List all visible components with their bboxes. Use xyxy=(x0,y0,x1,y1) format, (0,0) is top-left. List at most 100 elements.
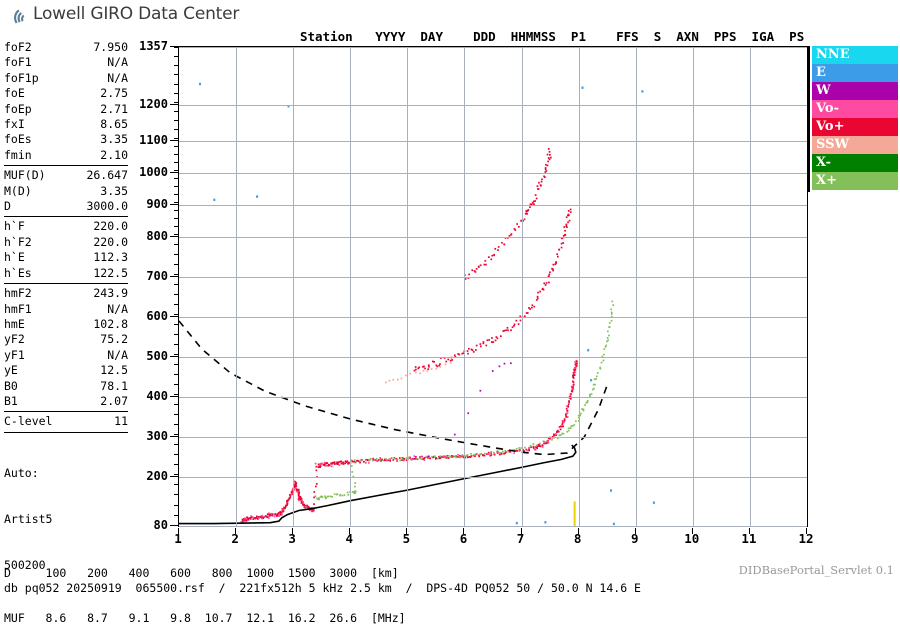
y-axis-minor-tick xyxy=(174,324,179,325)
y-axis-minor-tick xyxy=(174,504,179,506)
param-row: h`F2 220.0 xyxy=(4,235,128,250)
param-key: hmF2 xyxy=(4,286,32,301)
param-key: B1 xyxy=(4,393,18,408)
y-axis-tick xyxy=(170,140,179,141)
y-axis-tick xyxy=(170,316,179,317)
param-key: foEp xyxy=(4,101,32,116)
y-axis-minor-tick xyxy=(174,92,179,94)
y-axis-minor-tick xyxy=(174,65,179,67)
param-value: 11 xyxy=(114,414,128,429)
param-key: h`Es xyxy=(4,265,32,280)
y-axis-minor-tick xyxy=(174,111,179,113)
y-axis-minor-tick xyxy=(174,234,179,236)
param-key: yF2 xyxy=(4,332,25,347)
legend-item-e[interactable]: E xyxy=(812,64,898,82)
x-axis-ticks xyxy=(178,528,808,535)
param-value: N/A xyxy=(107,301,128,316)
y-axis-minor-tick xyxy=(174,284,179,285)
vertical-gridline xyxy=(464,47,466,526)
param-value: 26.647 xyxy=(86,168,128,183)
param-value: 78.1 xyxy=(100,378,128,393)
auto-block: Auto: Artist5 500200 xyxy=(4,435,128,604)
vertical-gridline xyxy=(578,47,580,526)
legend-item-ssw[interactable]: SSW xyxy=(812,136,898,154)
y-axis-minor-tick xyxy=(174,274,179,275)
x-axis-tick xyxy=(577,528,579,534)
param-row: M(D) 3.35 xyxy=(4,184,128,199)
muf-dashed-curve xyxy=(179,320,608,456)
y-axis-minor-tick xyxy=(174,254,179,255)
x-axis-tick xyxy=(691,528,693,534)
param-group-virtual-heights: h`F 220.0 h`F2 220.0 h`E 112.3 h`Es 122.5 xyxy=(4,219,128,281)
param-value: 112.3 xyxy=(93,250,128,265)
y-axis-minor-tick xyxy=(174,218,179,220)
y-axis-minor-tick xyxy=(174,294,179,295)
param-value: 3.35 xyxy=(100,132,128,147)
echo-series xyxy=(384,362,452,384)
horizontal-gridline xyxy=(179,357,807,358)
param-group-clevel: C-level 11 xyxy=(4,414,128,429)
y-axis-tick xyxy=(170,46,179,47)
y-axis-minor-tick xyxy=(174,244,179,245)
param-row: yF1 N/A xyxy=(4,348,128,363)
param-row: fxI 8.65 xyxy=(4,117,128,132)
x-axis-tick xyxy=(349,528,351,534)
y-axis-minor-tick xyxy=(174,354,179,355)
y-axis-minor-tick xyxy=(174,74,179,76)
param-row: h`Es 122.5 xyxy=(4,266,128,281)
param-row: foEp 2.71 xyxy=(4,102,128,117)
x-axis-tick-label: 5 xyxy=(402,531,411,546)
y-axis-minor-tick xyxy=(174,444,179,445)
legend-item-vo[interactable]: Vo+ xyxy=(812,118,898,136)
param-value: 3000.0 xyxy=(86,199,128,214)
y-axis-tick xyxy=(170,356,179,357)
y-axis-tick-label: 900 xyxy=(146,197,168,211)
legend-item-w[interactable]: W xyxy=(812,82,898,100)
param-value: N/A xyxy=(107,55,128,70)
param-row: foEs 3.35 xyxy=(4,132,128,147)
y-axis-minor-tick xyxy=(174,434,179,435)
echo-series-vo-minus xyxy=(241,361,577,524)
param-row: MUF(D) 26.647 xyxy=(4,168,128,183)
legend-item-nne[interactable]: NNE xyxy=(812,46,898,64)
vertical-gridline xyxy=(236,47,238,526)
legend-item-x[interactable]: X+ xyxy=(812,172,898,190)
param-value: 2.10 xyxy=(100,147,128,162)
legend-item-vo[interactable]: Vo- xyxy=(812,100,898,118)
vertical-gridline xyxy=(407,47,409,526)
horizontal-gridline xyxy=(179,437,807,438)
y-axis-ticks xyxy=(170,40,179,535)
y-axis-minor-tick xyxy=(174,170,179,172)
param-row: yE 12.5 xyxy=(4,363,128,378)
y-axis-minor-tick xyxy=(174,314,179,315)
param-value: 220.0 xyxy=(93,219,128,234)
param-key: fmin xyxy=(4,147,32,162)
y-axis-minor-tick xyxy=(174,484,179,486)
param-row: D 3000.0 xyxy=(4,199,128,214)
x-axis-tick xyxy=(806,528,807,534)
y-axis-tick xyxy=(170,276,179,277)
y-axis-tick xyxy=(170,476,179,477)
y-axis-minor-tick xyxy=(174,414,179,415)
echo-series-noise xyxy=(199,82,655,526)
param-value: 2.71 xyxy=(100,101,128,116)
x-axis-tick xyxy=(634,528,636,534)
y-axis-tick-label: 1000 xyxy=(139,165,168,179)
param-row: hmE 102.8 xyxy=(4,317,128,332)
x-axis-tick xyxy=(748,528,750,534)
param-key: yE xyxy=(4,363,18,378)
brand: Lowell GIRO Data Center xyxy=(8,4,239,24)
x-axis-tick xyxy=(235,528,237,534)
legend-item-x[interactable]: X- xyxy=(812,154,898,172)
legend: NNE E W Vo- Vo+ SSW X- X+ xyxy=(812,46,898,190)
y-axis-minor-tick xyxy=(174,138,179,140)
ionogram-plot[interactable] xyxy=(178,46,808,527)
y-axis-tick-label: 80 xyxy=(153,518,168,532)
vertical-gridline xyxy=(635,47,637,526)
param-row: B1 2.07 xyxy=(4,394,128,409)
param-row: C-level 11 xyxy=(4,414,128,429)
footer-muf-row: MUF 8.6 8.7 9.1 9.8 10.7 12.1 16.2 26.6 … xyxy=(4,611,406,625)
y-axis-tick xyxy=(170,396,179,397)
echo-series xyxy=(316,300,615,501)
param-key: fxI xyxy=(4,117,25,132)
